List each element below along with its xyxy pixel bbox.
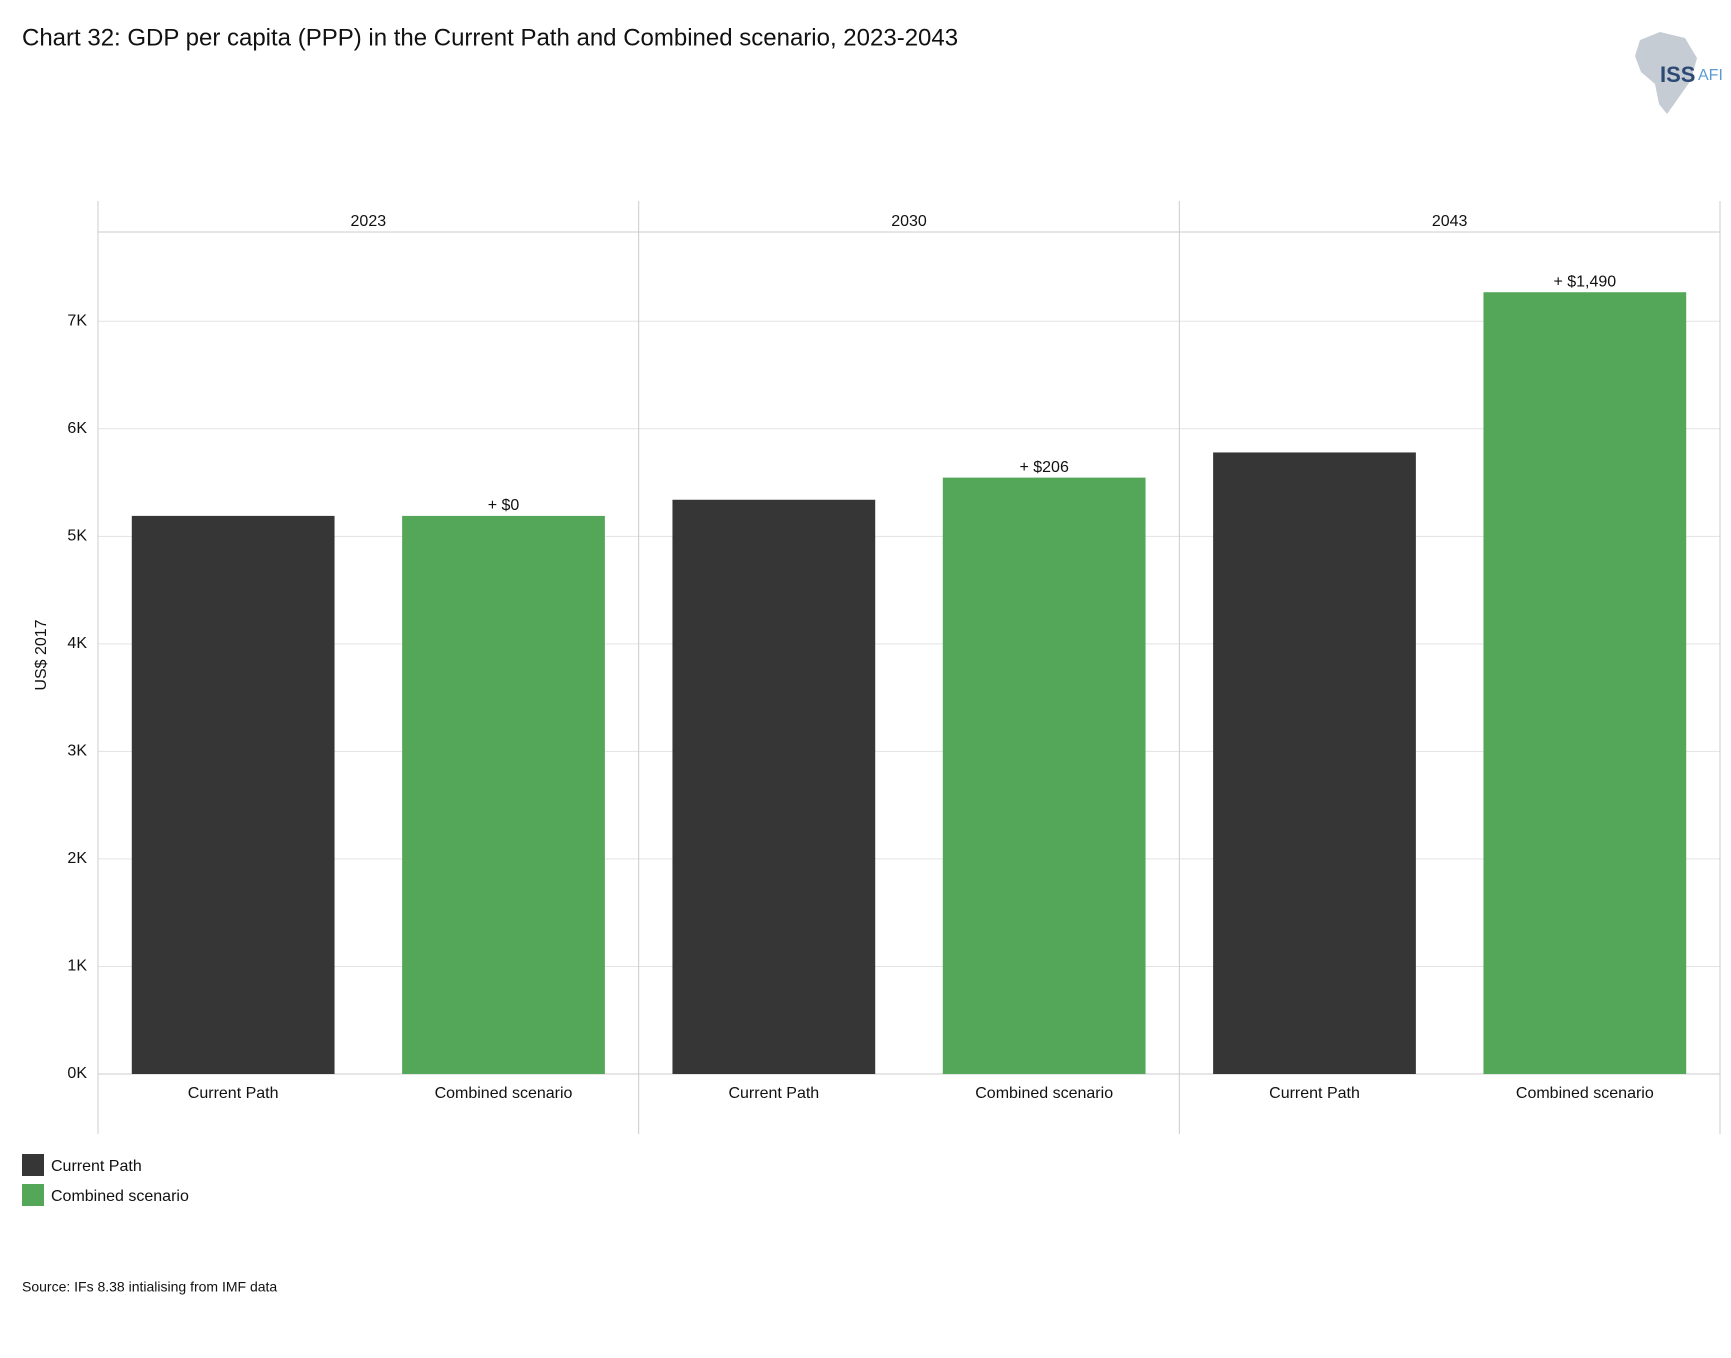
- bar: [1483, 292, 1687, 1074]
- x-tick-label: Combined scenario: [1516, 1085, 1654, 1102]
- panel-label: 2030: [891, 213, 927, 230]
- bar: [942, 477, 1146, 1074]
- bar: [402, 515, 605, 1074]
- y-tick-label: 1K: [67, 958, 87, 975]
- bar: [131, 515, 335, 1074]
- bar: [1213, 452, 1416, 1074]
- annotation: + $0: [488, 497, 520, 514]
- annotation: + $1,490: [1553, 273, 1616, 290]
- x-tick-label: Current Path: [1269, 1085, 1360, 1102]
- x-tick-label: Current Path: [728, 1085, 819, 1102]
- y-tick-label: 5K: [67, 528, 87, 545]
- x-tick-label: Combined scenario: [975, 1085, 1113, 1102]
- logo-map: [1635, 32, 1697, 114]
- legend-label: Combined scenario: [51, 1188, 189, 1205]
- logo: ISS AFI: [1635, 32, 1723, 114]
- legend-label: Current Path: [51, 1158, 142, 1175]
- y-tick-label: 0K: [67, 1065, 87, 1082]
- y-tick-label: 4K: [67, 635, 87, 652]
- x-tick-label: Current Path: [188, 1085, 279, 1102]
- legend-swatch: [22, 1184, 44, 1206]
- bar: [672, 499, 876, 1074]
- chart-title: Chart 32: GDP per capita (PPP) in the Cu…: [22, 24, 958, 51]
- y-tick-label: 3K: [67, 743, 87, 760]
- panel-label: 2023: [351, 213, 387, 230]
- logo-text: ISS: [1660, 62, 1695, 87]
- y-tick-label: 6K: [67, 420, 87, 437]
- logo-text: AFI: [1698, 67, 1723, 84]
- legend-swatch: [22, 1154, 44, 1176]
- y-tick-label: 2K: [67, 850, 87, 867]
- annotation: + $206: [1019, 459, 1068, 476]
- y-axis-label: US$ 2017: [33, 619, 50, 690]
- y-tick-label: 7K: [67, 312, 87, 329]
- x-tick-label: Combined scenario: [435, 1085, 573, 1102]
- source: Source: IFs 8.38 intialising from IMF da…: [22, 1279, 277, 1295]
- panel-label: 2043: [1432, 213, 1468, 230]
